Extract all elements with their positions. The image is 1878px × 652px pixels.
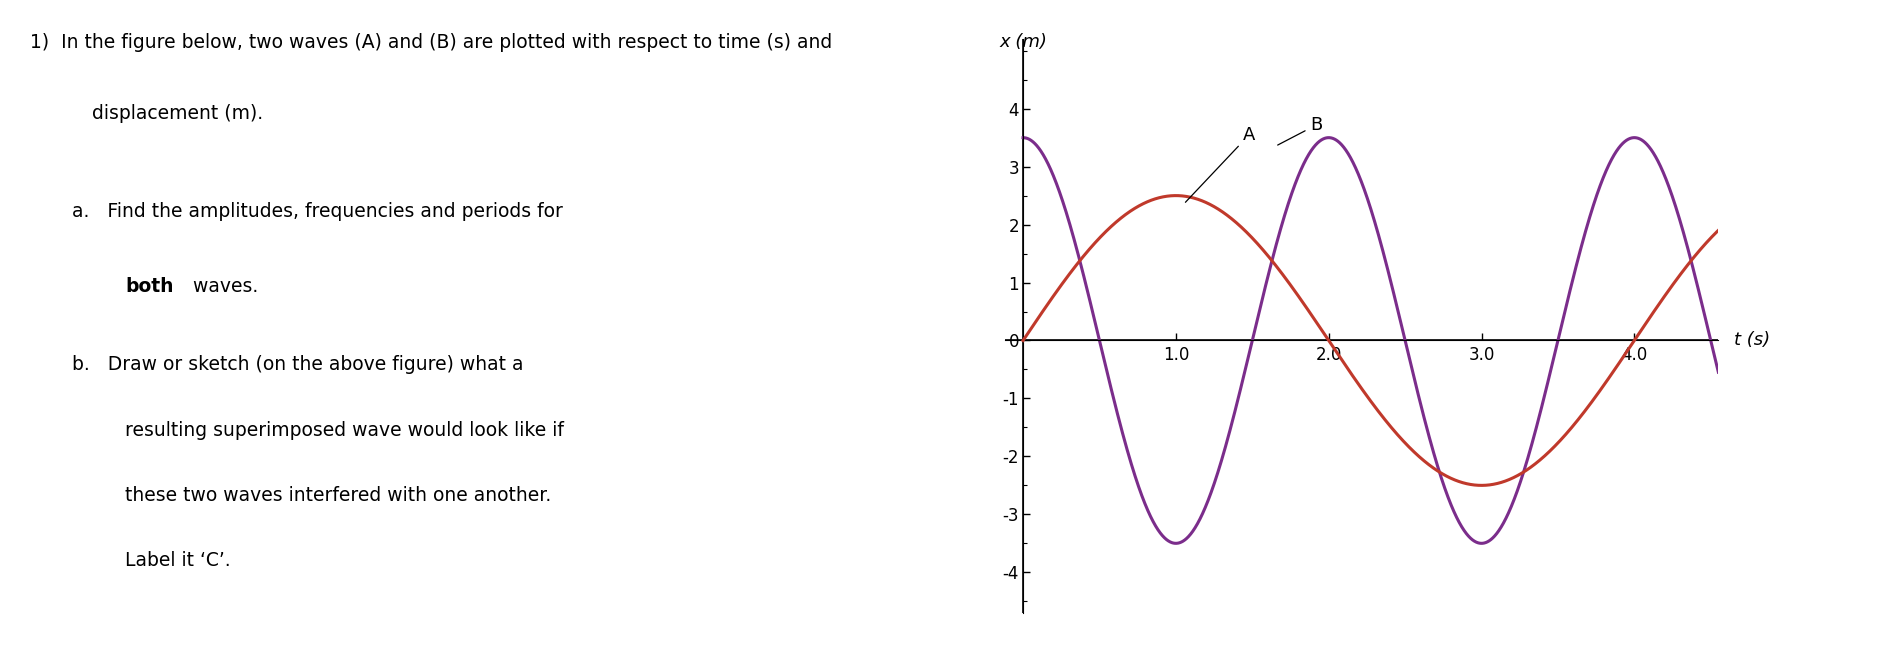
Text: a.   Find the amplitudes, frequencies and periods for: a. Find the amplitudes, frequencies and …: [73, 202, 563, 221]
Text: b.   Draw or sketch (on the above figure) what a: b. Draw or sketch (on the above figure) …: [73, 355, 524, 374]
Text: waves.: waves.: [186, 277, 257, 296]
Text: t (s): t (s): [1733, 331, 1769, 349]
Text: x (m): x (m): [999, 33, 1048, 51]
Text: these two waves interfered with one another.: these two waves interfered with one anot…: [126, 486, 552, 505]
Text: displacement (m).: displacement (m).: [92, 104, 263, 123]
Text: B: B: [1277, 116, 1322, 145]
Text: both: both: [126, 277, 175, 296]
Text: A: A: [1185, 126, 1255, 202]
Text: 1)  In the figure below, two waves (A) and (B) are plotted with respect to time : 1) In the figure below, two waves (A) an…: [30, 33, 832, 52]
Text: Label it ‘C’.: Label it ‘C’.: [126, 551, 231, 570]
Text: resulting superimposed wave would look like if: resulting superimposed wave would look l…: [126, 421, 563, 439]
